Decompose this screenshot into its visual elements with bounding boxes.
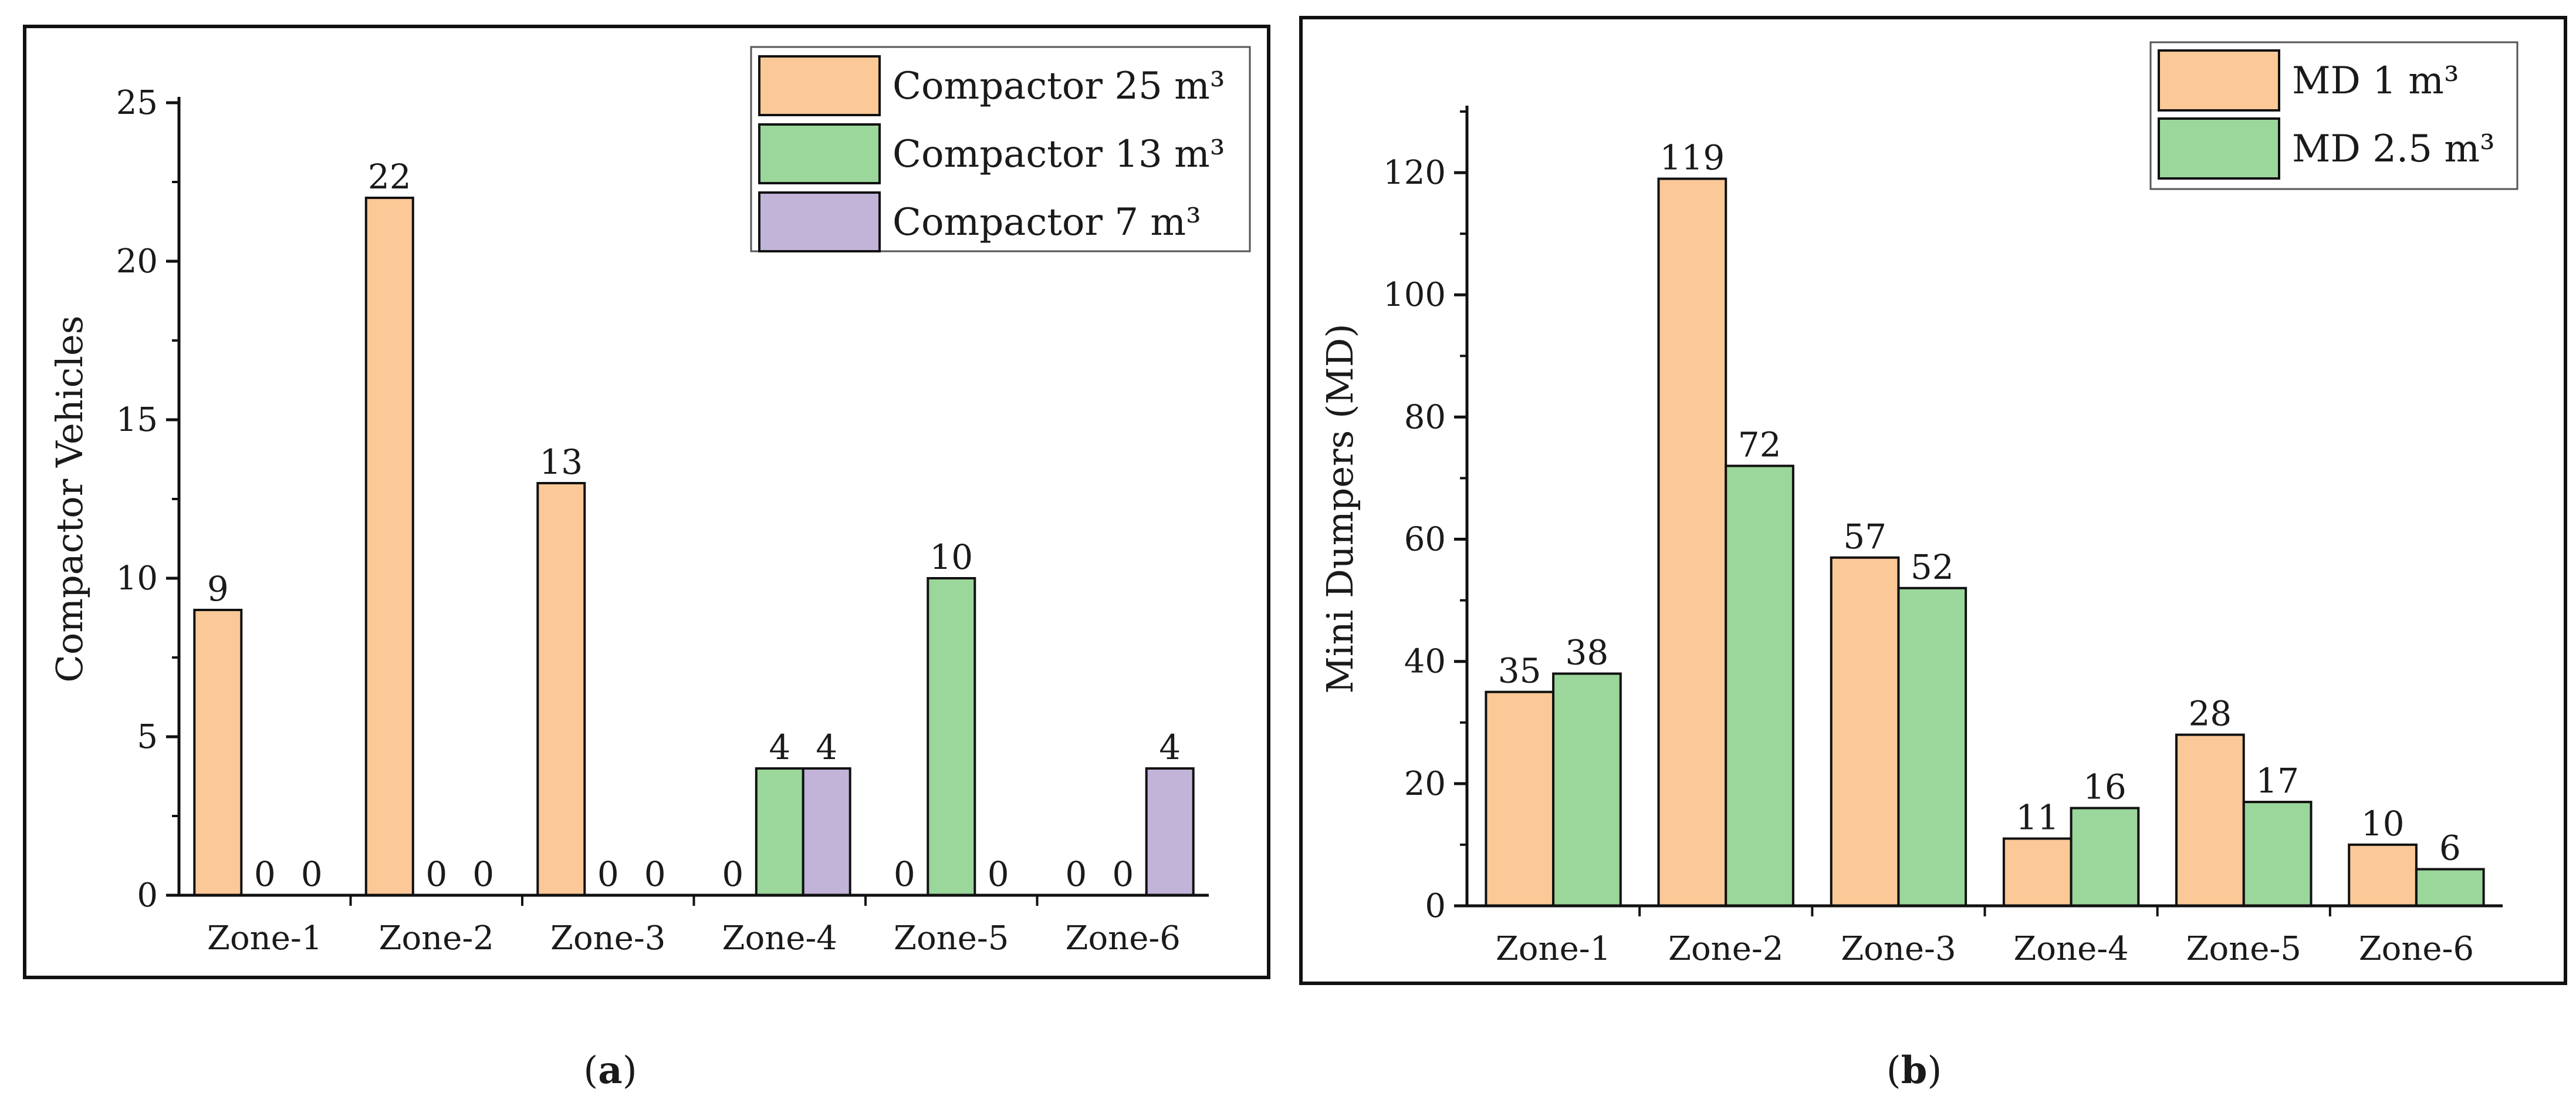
chart-a-value-label: 0 [301,854,323,894]
chart-a-bar [193,609,243,896]
chart-a-legend-swatch [758,191,881,252]
chart-b-y-tick-label: 40 [1404,643,1446,681]
chart-b-x-tick-label: Zone-2 [1668,930,1783,968]
chart-b-bar [2070,807,2140,907]
chart-a-bar [1145,767,1195,896]
chart-a-legend-swatch [758,55,881,116]
chart-b-value-label: 57 [1843,517,1887,557]
chart-a-value-label: 0 [425,854,447,894]
chart-a-x-tick-label: Zone-3 [550,919,665,957]
chart-b-y-tick-label: 80 [1404,398,1446,436]
chart-b-x-tick-label: Zone-4 [2013,930,2128,968]
chart-a-y-tick-label: 25 [116,84,158,122]
chart-a-value-label: 10 [929,537,973,577]
chart-a-value-label: 4 [1159,727,1181,767]
chart-a-legend-label: Compactor 25 m³ [893,65,1225,108]
chart-b-value-label: 10 [2361,804,2405,844]
chart-a-legend-label: Compactor 13 m³ [893,133,1225,176]
chart-b-bar [1830,556,1900,907]
chart-a-value-label: 0 [472,854,494,894]
chart-b-legend-swatch [2158,117,2280,180]
chart-b-bar [2415,868,2485,907]
chart-a-frame [23,25,1270,979]
chart-b-x-tick-label: Zone-5 [2186,930,2301,968]
chart-a-y-tick-label: 5 [137,718,158,756]
chart-a-x-tick-label: Zone-2 [379,919,494,957]
chart-a-x-tick-label: Zone-1 [207,919,322,957]
chart-b-x-tick-label: Zone-1 [1496,930,1611,968]
chart-b-value-label: 16 [2083,767,2127,807]
chart-a-y-axis-label: Compactor Vehicles [48,315,91,682]
chart-a-value-label: 22 [368,157,411,197]
chart-a-value-label: 0 [894,854,915,894]
chart-b-legend-label: MD 2.5 m³ [2292,127,2495,171]
chart-b-bar [1552,672,1622,907]
chart-b-x-tick-label: Zone-6 [2359,930,2474,968]
chart-b-bar [1657,177,1728,907]
chart-b-value-label: 6 [2439,828,2461,868]
chart-a-y-tick-label: 15 [116,401,158,439]
chart-b-bar [1725,464,1794,907]
chart-a-value-label: 0 [644,854,666,894]
caption-b-letter: b [1901,1048,1928,1092]
caption-b: (b) [1887,1048,1942,1092]
caption-b-close: ) [1927,1049,1942,1092]
chart-a-bar [364,197,414,896]
chart-a-value-label: 13 [539,442,583,482]
chart-a-y-tick-label: 20 [116,242,158,281]
chart-b-value-label: 119 [1660,138,1725,178]
chart-b-bar [2002,837,2073,907]
chart-a-value-label: 0 [597,854,619,894]
chart-b-bar [2242,801,2313,907]
chart-b-legend-swatch [2158,49,2280,112]
chart-a-value-label: 4 [816,727,837,767]
caption-a-close: ) [623,1049,637,1092]
chart-b-bar [2348,843,2418,908]
chart-b-y-tick-label: 60 [1404,521,1446,559]
chart-b-legend-label: MD 1 m³ [2292,59,2459,103]
chart-b-y-tick-label: 0 [1425,887,1446,925]
chart-b-value-label: 72 [1738,425,1781,465]
chart-b-y-axis-label: Mini Dumpers (MD) [1319,323,1361,693]
chart-b-bar [2175,733,2245,907]
chart-a-legend-label: Compactor 7 m³ [893,201,1201,244]
chart-a-value-label: 0 [722,854,743,894]
caption-b-open: ( [1887,1049,1901,1092]
chart-a-y-tick-label: 0 [137,876,158,915]
chart-a-value-label: 0 [1112,854,1134,894]
chart-a-legend-swatch [758,123,881,184]
chart-b-bar [1485,690,1555,907]
chart-b-y-tick-label: 120 [1383,154,1446,192]
chart-a-bar [536,482,586,896]
chart-a-value-label: 9 [207,569,229,609]
chart-a-x-tick-label: Zone-4 [722,919,837,957]
chart-a-bar [802,767,851,896]
chart-a-value-label: 4 [769,727,790,767]
chart-b-y-tick-label: 20 [1404,765,1446,803]
chart-b-y-tick-label: 100 [1383,276,1446,314]
chart-b-value-label: 52 [1911,547,1954,587]
chart-b-value-label: 11 [2016,798,2059,838]
chart-b-frame [1299,16,2567,985]
caption-a: (a) [583,1048,637,1092]
caption-a-letter: a [598,1048,622,1092]
chart-a-bar [927,577,976,896]
chart-a-x-tick-label: Zone-5 [894,919,1009,957]
chart-b-bar [1897,586,1968,907]
chart-b-value-label: 28 [2188,694,2232,734]
chart-a-bar [755,767,804,896]
chart-a-y-tick-label: 10 [116,559,158,598]
caption-a-open: ( [583,1049,598,1092]
chart-a-x-tick-label: Zone-6 [1066,919,1181,957]
chart-b-x-tick-label: Zone-3 [1841,930,1956,968]
chart-a-value-label: 0 [988,854,1009,894]
chart-b-value-label: 17 [2256,761,2299,801]
chart-a-value-label: 0 [1065,854,1087,894]
chart-b-value-label: 35 [1498,651,1541,691]
chart-b-value-label: 38 [1565,633,1608,673]
chart-a-value-label: 0 [254,854,276,894]
